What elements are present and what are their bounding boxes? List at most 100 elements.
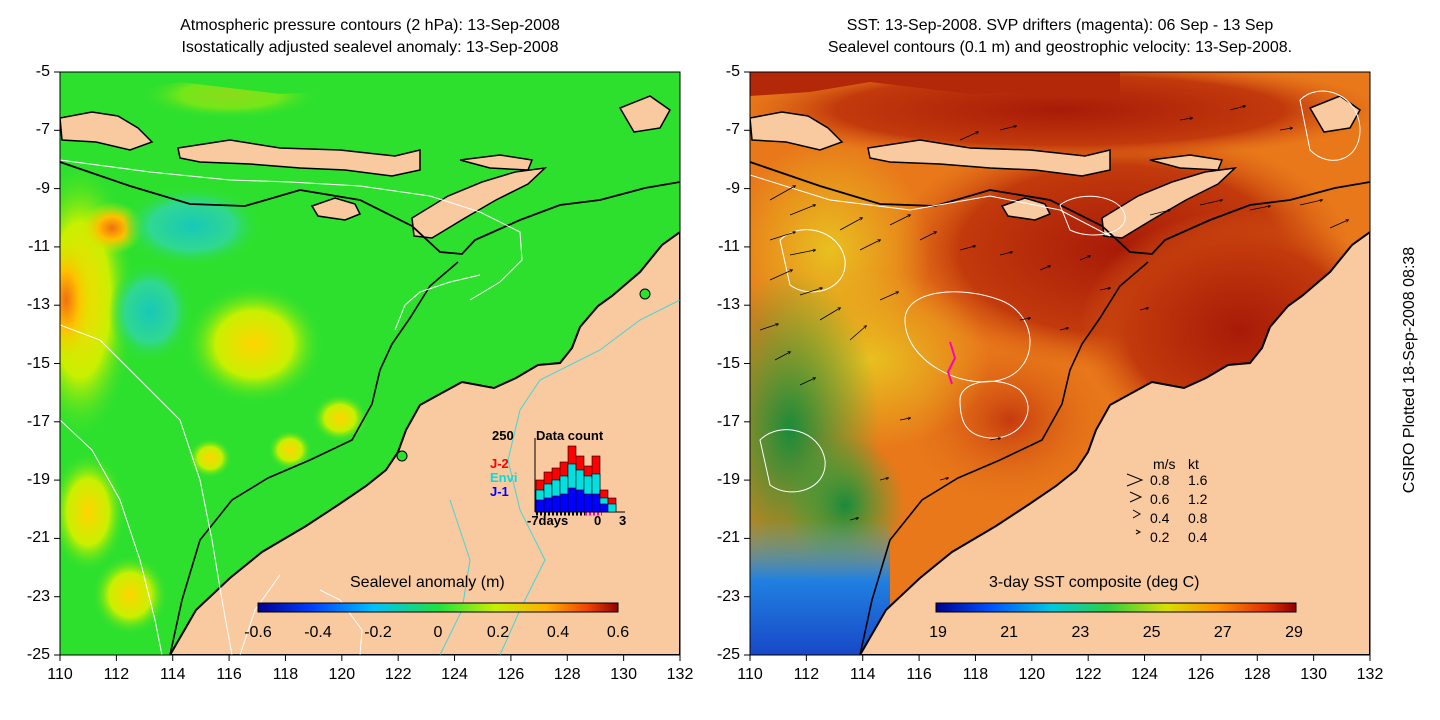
y-tick-label: -5 <box>35 63 50 80</box>
right-land-australia <box>858 230 1370 655</box>
right-land-tanimbar <box>1308 95 1361 133</box>
x-tick-label: 120 <box>1018 666 1046 683</box>
y-tick-label: -17 <box>26 412 50 430</box>
left-land-timor <box>411 166 548 239</box>
x-tick-label: 128 <box>553 666 581 683</box>
left-axis-ticks <box>54 71 681 661</box>
velocity-legend-ms: 0.6 <box>1150 491 1170 507</box>
left-colorbar-label: Sealevel anomaly (m) <box>350 574 505 591</box>
x-tick-label: 112 <box>793 666 820 683</box>
y-tick-label: -5 <box>725 63 740 80</box>
velocity-legend-kt: 0.4 <box>1188 529 1208 545</box>
x-tick-label: 126 <box>497 666 525 683</box>
velocity-legend-ms: 0.8 <box>1150 472 1170 488</box>
left-title-line1: Atmospheric pressure contours (2 hPa): 1… <box>180 17 560 34</box>
y-tick-label: -21 <box>26 529 50 547</box>
y-tick-label: -13 <box>26 296 50 314</box>
velocity-legend-kt: 0.8 <box>1188 510 1208 526</box>
data-count-legend-item: J-2 <box>490 456 509 471</box>
right-land-wetar <box>1149 154 1224 171</box>
right-colorbar-label: 3-day SST composite (deg C) <box>989 574 1200 591</box>
left-land-java <box>60 72 430 98</box>
x-tick-label: 122 <box>1074 666 1102 683</box>
velocity-legend-kt: 1.2 <box>1188 491 1208 507</box>
velocity-legend-ms: 0.4 <box>1150 510 1170 526</box>
x-tick-label: 124 <box>1131 666 1158 683</box>
x-tick-label: 110 <box>737 666 763 683</box>
x-tick-label: 110 <box>47 666 73 683</box>
colorbar-tick-label: 0.4 <box>546 624 570 641</box>
y-tick-label: -23 <box>26 587 50 605</box>
left-bathymetry-contour <box>60 161 680 255</box>
colorbar-tick-label: -0.4 <box>304 624 332 641</box>
left-land-wetar <box>459 154 534 171</box>
y-tick-label: -9 <box>35 179 50 197</box>
right-land-flores <box>867 139 1111 177</box>
x-tick-label: 122 <box>384 666 412 683</box>
geostrophic-velocity-arrows <box>759 106 1348 521</box>
x-tick-label: 118 <box>962 666 989 683</box>
velocity-legend-ms: 0.2 <box>1150 529 1170 545</box>
x-tick-label: 126 <box>1187 666 1215 683</box>
data-count-legend-item: Envi <box>490 470 518 485</box>
y-tick-label: -9 <box>725 179 740 197</box>
right-land-lombok-sumbawa <box>750 111 844 151</box>
colorbar-tick-label: -0.2 <box>364 624 392 641</box>
colorbar-tick-label: 0.6 <box>606 624 630 641</box>
y-tick-label: -15 <box>26 354 50 372</box>
left-land-tanimbar <box>618 95 671 133</box>
x-tick-label: 130 <box>1300 666 1327 683</box>
svp-drifter-track <box>946 341 957 385</box>
velocity-legend-arrows <box>1126 473 1144 535</box>
left-map <box>60 72 680 655</box>
x-tick-label: 118 <box>272 666 299 683</box>
right-land-timor <box>1101 166 1238 239</box>
data-count-legend-item: J-1 <box>490 484 509 499</box>
x-tick-label: 128 <box>1243 666 1271 683</box>
left-colorbar <box>257 602 619 613</box>
colorbar-tick-label: 0 <box>433 624 443 641</box>
y-tick-label: -19 <box>26 471 50 489</box>
x-tick-label: 112 <box>103 666 130 683</box>
x-tick-label: 116 <box>216 666 242 683</box>
velocity-legend-kt: 1.6 <box>1188 472 1208 488</box>
left-title-line2: Isostatically adjusted sealevel anomaly:… <box>181 39 559 56</box>
y-tick-label: -25 <box>716 646 740 663</box>
x-tick-label: 114 <box>849 666 876 683</box>
y-tick-label: -19 <box>716 471 740 489</box>
data-count-title: Data count <box>536 428 604 443</box>
left-land-sumba <box>310 197 362 221</box>
y-tick-label: -23 <box>716 587 740 605</box>
right-colorbar <box>935 602 1297 613</box>
colorbar-tick-label: 25 <box>1142 624 1161 641</box>
data-count-histogram <box>534 438 625 516</box>
right-axis-ticks <box>744 71 1371 661</box>
y-tick-label: -11 <box>28 237 50 255</box>
y-tick-label: -11 <box>718 237 740 255</box>
x-tick-label: 114 <box>159 666 186 683</box>
left-land-lombok-sumbawa <box>60 111 154 151</box>
colorbar-tick-label: 27 <box>1213 624 1232 641</box>
data-count-max-label: 250 <box>492 428 514 443</box>
colorbar-tick-label: 19 <box>929 624 947 641</box>
y-tick-label: -25 <box>26 646 50 663</box>
y-tick-label: -13 <box>716 296 740 314</box>
velocity-legend-header-ms: m/s <box>1153 456 1176 472</box>
x-tick-label: 132 <box>666 666 694 683</box>
y-tick-label: -15 <box>716 354 740 372</box>
y-tick-label: -7 <box>725 121 740 139</box>
credit-text: CSIRO Plotted 18-Sep-2008 08:38 <box>1401 246 1418 494</box>
x-tick-label: 120 <box>328 666 356 683</box>
data-count-x-zero: 0 <box>594 513 602 528</box>
colorbar-tick-label: 23 <box>1071 624 1090 641</box>
velocity-legend-header-kt: kt <box>1188 456 1199 472</box>
x-tick-label: 130 <box>610 666 637 683</box>
right-map <box>750 72 1370 655</box>
right-title-line1: SST: 13-Sep-2008. SVP drifters (magenta)… <box>846 17 1274 34</box>
y-tick-label: -17 <box>716 412 740 430</box>
data-count-x-end: 3 <box>619 513 627 528</box>
x-tick-label: 116 <box>906 666 932 683</box>
colorbar-tick-label: -0.6 <box>244 624 272 641</box>
